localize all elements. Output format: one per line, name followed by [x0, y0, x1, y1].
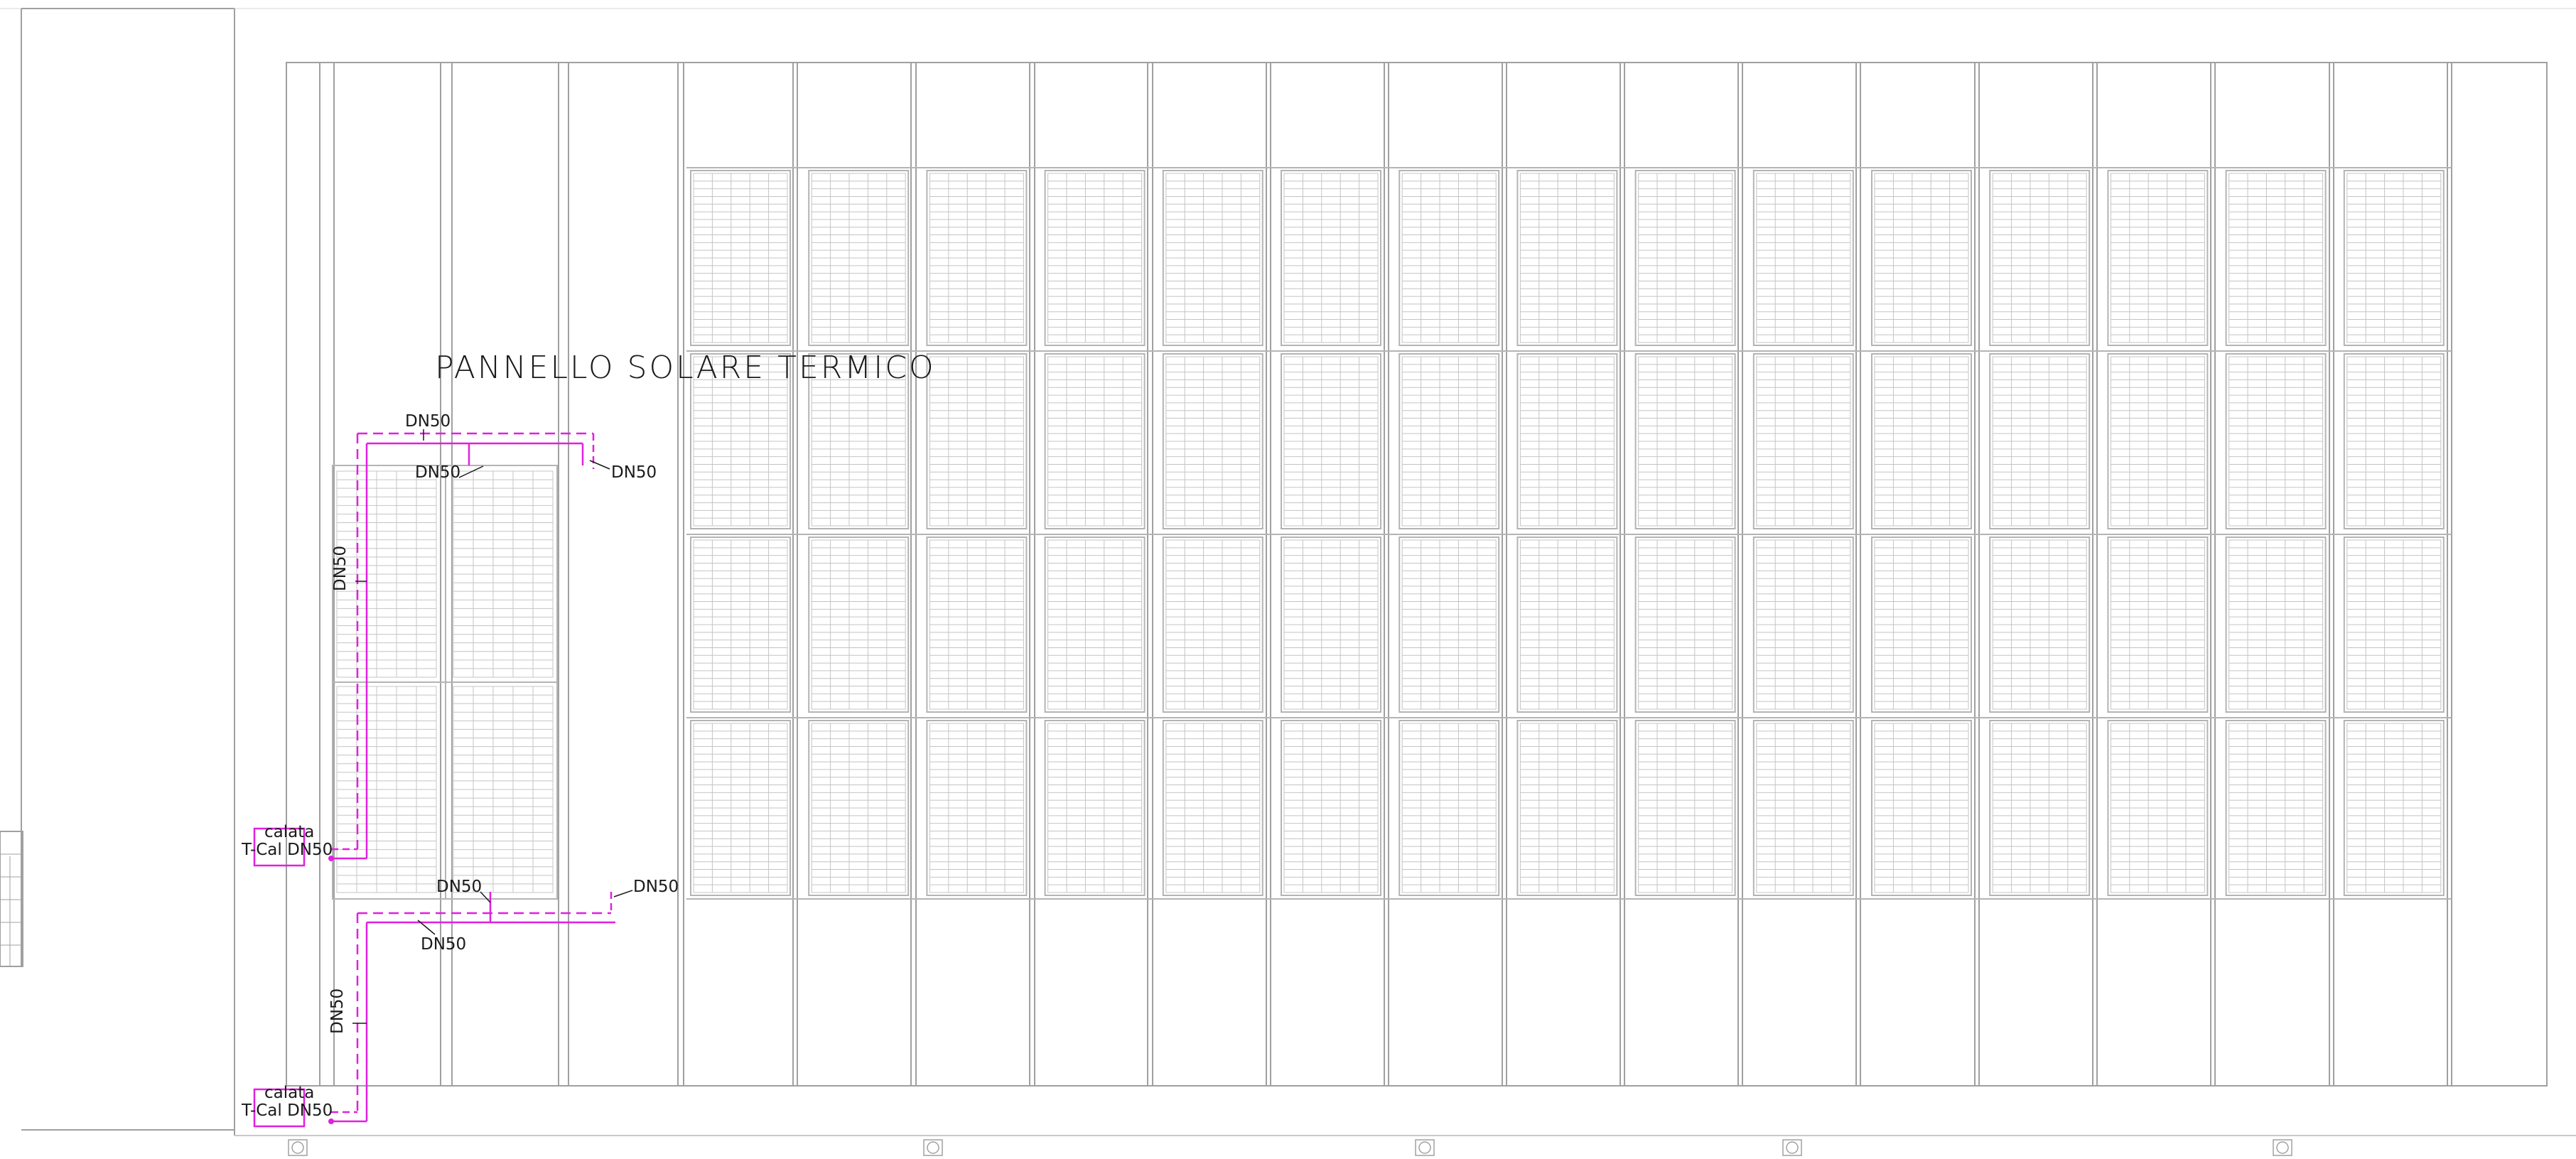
solar-panel	[809, 171, 908, 345]
pipe-label-dn50-h: DN50	[328, 988, 347, 1034]
solar-panel	[1281, 721, 1381, 895]
pipe-label-dn50-f: DN50	[633, 878, 679, 896]
solar-panel	[809, 721, 908, 895]
solar-panel	[2344, 171, 2444, 345]
solar-panel	[1636, 721, 1735, 895]
solar-panel	[1990, 721, 2089, 895]
solar-panel	[2226, 171, 2326, 345]
solar-panel	[1281, 537, 1381, 712]
solar-panel	[2108, 537, 2207, 712]
solar-panel	[809, 537, 908, 712]
solar-panel	[1399, 171, 1499, 345]
solar-panel	[927, 171, 1026, 345]
solar-panel	[691, 537, 790, 712]
pipe-label-dn50-c: DN50	[611, 463, 657, 482]
solar-panel	[1517, 354, 1617, 529]
pipe-label-dn50-g: DN50	[421, 935, 466, 954]
solar-panel	[1517, 537, 1617, 712]
solar-panel	[1872, 171, 1971, 345]
solar-panel	[1399, 721, 1499, 895]
solar-panel	[1517, 171, 1617, 345]
solar-panel	[2226, 537, 2326, 712]
solar-panel	[927, 537, 1026, 712]
riser-lower-tcal: T-Cal DN50	[241, 1101, 333, 1120]
riser-upper-calata: calata	[264, 823, 314, 841]
solar-panel	[2344, 721, 2444, 895]
solar-panel	[2108, 171, 2207, 345]
pipe-label-dn50-b: DN50	[415, 463, 460, 482]
solar-panel	[1872, 721, 1971, 895]
solar-panel	[1163, 171, 1263, 345]
solar-panel	[691, 721, 790, 895]
solar-panel	[1163, 354, 1263, 529]
solar-panel	[691, 171, 790, 345]
solar-panel	[1045, 721, 1145, 895]
solar-panel	[1045, 537, 1145, 712]
solar-panel	[1163, 537, 1263, 712]
solar-panel	[1281, 354, 1381, 529]
solar-panel	[927, 354, 1026, 529]
solar-panel	[1045, 171, 1145, 345]
solar-panel	[2108, 721, 2207, 895]
solar-panel	[2108, 354, 2207, 529]
solar-panel	[1281, 171, 1381, 345]
solar-panel	[2344, 354, 2444, 529]
pipe-label-dn50-a: DN50	[405, 412, 451, 431]
solar-panel	[2226, 721, 2326, 895]
pipe-label-dn50-d: DN50	[331, 546, 350, 591]
pipe-label-dn50-e: DN50	[436, 878, 482, 896]
solar-panel	[1399, 354, 1499, 529]
solar-panel	[1754, 537, 1853, 712]
riser-upper-tcal: T-Cal DN50	[241, 841, 333, 859]
solar-panel	[1636, 171, 1735, 345]
drawing-title: PANNELLO SOLARE TERMICO	[435, 350, 936, 386]
solar-panel	[1517, 721, 1617, 895]
solar-panel	[1163, 721, 1263, 895]
solar-panel	[1872, 354, 1971, 529]
solar-panel	[1990, 537, 2089, 712]
solar-panel	[2226, 354, 2326, 529]
solar-panel	[2344, 537, 2444, 712]
solar-panel	[1636, 354, 1735, 529]
solar-panel	[1045, 354, 1145, 529]
solar-panel	[1990, 171, 2089, 345]
solar-panel	[1872, 537, 1971, 712]
solar-panel	[1636, 537, 1735, 712]
solar-panel	[927, 721, 1026, 895]
solar-panel	[1990, 354, 2089, 529]
solar-panel	[1754, 354, 1853, 529]
solar-panel	[1399, 537, 1499, 712]
solar-panel	[1754, 171, 1853, 345]
riser-lower-calata: calata	[264, 1084, 314, 1102]
solar-panel	[1754, 721, 1853, 895]
